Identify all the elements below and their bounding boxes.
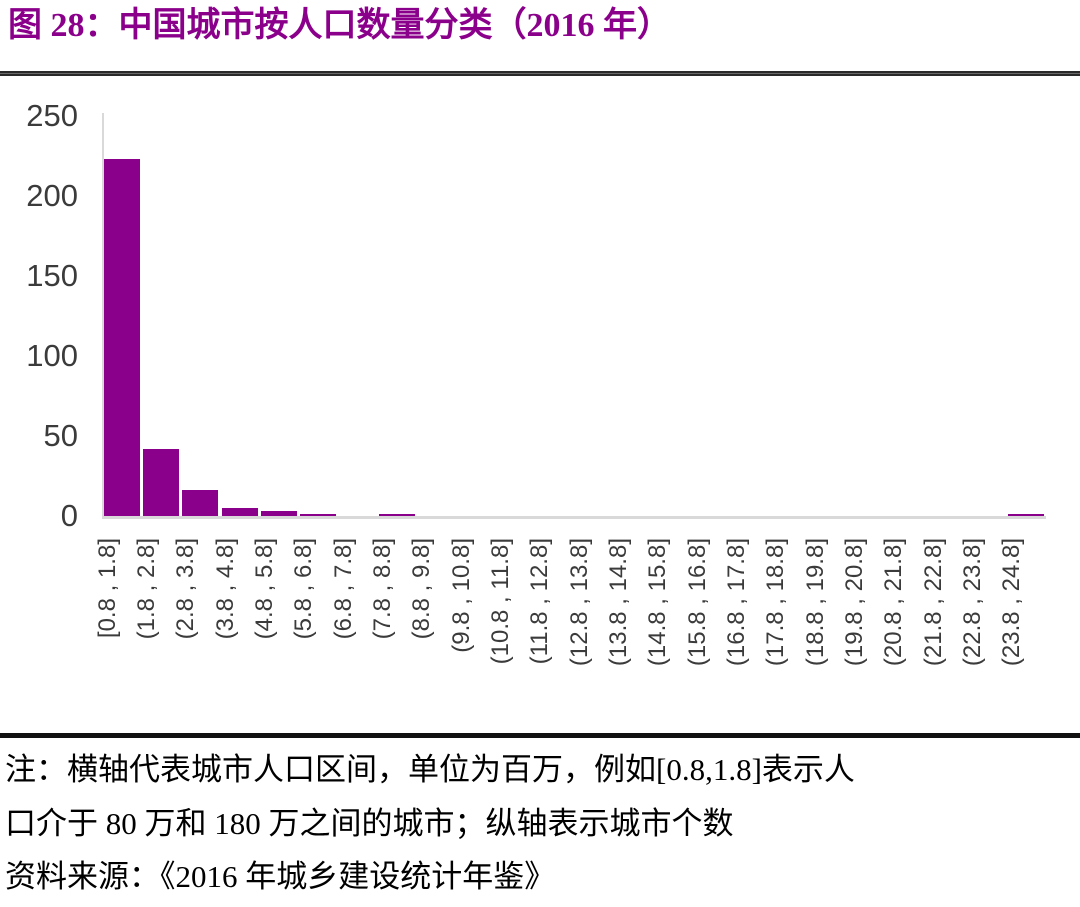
x-axis-label: (10.8 , 11.8] [487, 538, 514, 665]
x-axis-line [102, 516, 1046, 519]
bar [300, 514, 337, 516]
y-axis-tick-label: 250 [26, 98, 78, 133]
x-axis-label: (9.8 , 10.8] [447, 538, 475, 653]
x-axis-label: (7.8 , 8.8] [369, 538, 396, 640]
x-axis-label: (23.8 , 24.8] [998, 538, 1026, 667]
y-axis-tick-label: 150 [26, 258, 78, 293]
x-axis-label: (13.8 , 14.8] [605, 538, 632, 667]
x-axis-label: (14.8 , 15.8] [644, 538, 672, 667]
x-axis-label: (11.8 , 12.8] [526, 538, 554, 665]
x-axis-label: (6.8 , 7.8] [329, 538, 357, 640]
x-axis-label: (15.8 , 16.8] [683, 538, 711, 667]
x-axis-label: (8.8 , 9.8] [408, 538, 436, 640]
source-text: 资料来源：《2016 年城乡建设统计年鉴》 [5, 859, 556, 894]
figure-title: 图 28：中国城市按人口数量分类（2016 年） [8, 7, 671, 44]
x-axis-label: (16.8 , 17.8] [723, 538, 750, 667]
y-axis-tick-label: 0 [60, 498, 78, 533]
x-axis-label: [0.8 , 1.8] [93, 538, 121, 639]
bar [1008, 514, 1045, 516]
x-axis-label: (22.8 , 23.8] [959, 538, 986, 667]
notes-divider [0, 733, 1080, 738]
x-axis-label: (1.8 , 2.8] [133, 538, 160, 640]
bar [260, 511, 298, 516]
note-text-line-1: 注：横轴代表城市人口区间，单位为百万，例如[0.8,1.8]表示人 [5, 752, 855, 787]
x-axis-label: (18.8 , 19.8] [801, 538, 829, 667]
bar [221, 508, 258, 516]
x-axis-label: (20.8 , 21.8] [880, 538, 908, 667]
bar [182, 490, 219, 516]
y-axis-tick-label: 200 [26, 178, 78, 213]
x-axis-label: (12.8 , 13.8] [565, 538, 593, 667]
title-divider [0, 71, 1080, 76]
bar [142, 449, 180, 516]
y-axis-tick-label: 50 [43, 418, 78, 453]
x-axis-label: (3.8 , 4.8] [211, 538, 239, 640]
x-axis-label: (17.8 , 18.8] [762, 538, 790, 667]
note-text-line-2: 口介于 80 万和 180 万之间的城市；纵轴表示城市个数 [5, 806, 734, 841]
bar [378, 514, 416, 516]
x-axis-label: (21.8 , 22.8] [919, 538, 947, 667]
x-axis-label: (2.8 , 3.8] [172, 538, 200, 640]
bar [103, 159, 140, 516]
x-axis-label: (4.8 , 5.8] [251, 538, 278, 640]
y-axis-tick-label: 100 [26, 338, 78, 373]
y-axis-line [102, 113, 104, 516]
x-axis-label: (5.8 , 6.8] [290, 538, 318, 640]
x-axis-label: (19.8 , 20.8] [841, 538, 868, 667]
